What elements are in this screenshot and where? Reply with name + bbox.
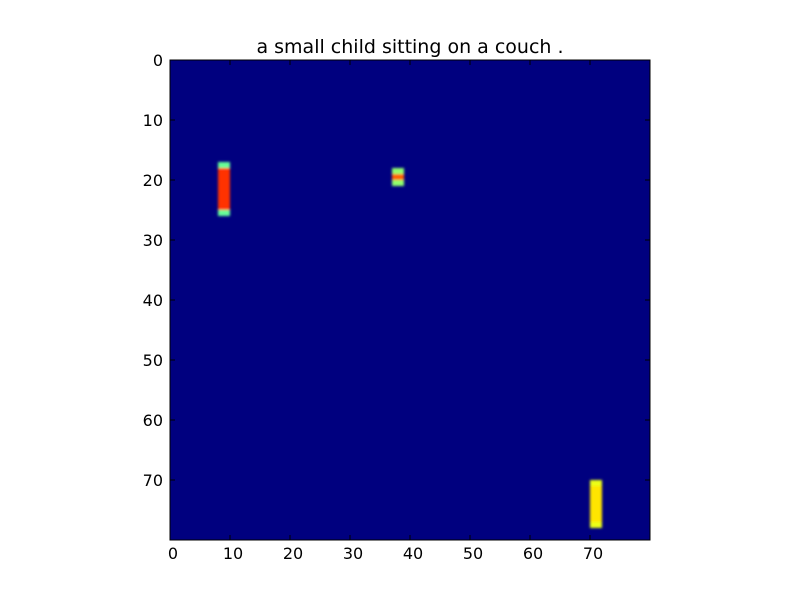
heatmap-cell [224, 168, 230, 174]
y-tick-label: 0 [153, 51, 163, 70]
heatmap-cell [590, 510, 596, 516]
heatmap-cell [596, 480, 602, 486]
heatmap-cell [218, 210, 224, 216]
heatmap-cell [218, 168, 224, 174]
heatmap-cell [218, 204, 224, 210]
heatmap-cell [218, 162, 224, 168]
y-tick-label: 40 [143, 291, 163, 310]
heatmap-cell [596, 510, 602, 516]
y-tick-label: 60 [143, 411, 163, 430]
heatmap-cell [224, 174, 230, 180]
y-tick-label: 70 [143, 471, 163, 490]
axis-ticks: 0 10 20 30 40 50 60 70 0 10 20 30 40 50 60 70 [143, 51, 650, 563]
x-tick-label: 20 [283, 544, 303, 563]
x-tick-label: 10 [223, 544, 243, 563]
heatmap-cell [218, 192, 224, 198]
heatmap-cell [590, 522, 596, 528]
heatmap-cell [590, 486, 596, 492]
y-tick-label: 20 [143, 171, 163, 190]
heatmap-cell [596, 486, 602, 492]
heatmap-cell [596, 498, 602, 504]
y-tick-label: 10 [143, 111, 163, 130]
heatmap-background [170, 60, 650, 540]
x-tick-label: 70 [583, 544, 603, 563]
heatmap-cell [218, 174, 224, 180]
heatmap-cell [392, 180, 398, 186]
heatmap-cell [590, 504, 596, 510]
heatmap-cell [224, 186, 230, 192]
x-tick-label: 50 [463, 544, 483, 563]
heatmap-cell [596, 516, 602, 522]
heatmap-cell [218, 186, 224, 192]
heatmap-cell [392, 168, 398, 174]
heatmap-cells [218, 162, 602, 528]
chart-title: a small child sitting on a couch . [256, 36, 563, 58]
heatmap-cell [224, 162, 230, 168]
x-tick-label: 60 [523, 544, 543, 563]
y-tick-label: 30 [143, 231, 163, 250]
heatmap-cell [596, 492, 602, 498]
heatmap-cell [224, 192, 230, 198]
heatmap-cell [590, 492, 596, 498]
y-tick-label: 50 [143, 351, 163, 370]
x-tick-label: 0 [168, 544, 178, 563]
heatmap-cell [590, 498, 596, 504]
heatmap-cell [218, 180, 224, 186]
heatmap-cell [224, 180, 230, 186]
x-tick-label: 40 [403, 544, 423, 563]
heatmap-cell [398, 168, 404, 174]
heatmap-cell [218, 198, 224, 204]
heatmap-cell [596, 522, 602, 528]
heatmap-cell [596, 504, 602, 510]
heatmap-cell [590, 480, 596, 486]
heatmap-cell [398, 180, 404, 186]
heatmap-cell [224, 204, 230, 210]
heatmap-cell [398, 174, 404, 180]
x-tick-label: 30 [343, 544, 363, 563]
heatmap-cell [224, 210, 230, 216]
heatmap-cell [224, 198, 230, 204]
heatmap-cell [590, 516, 596, 522]
heatmap-cell [392, 174, 398, 180]
